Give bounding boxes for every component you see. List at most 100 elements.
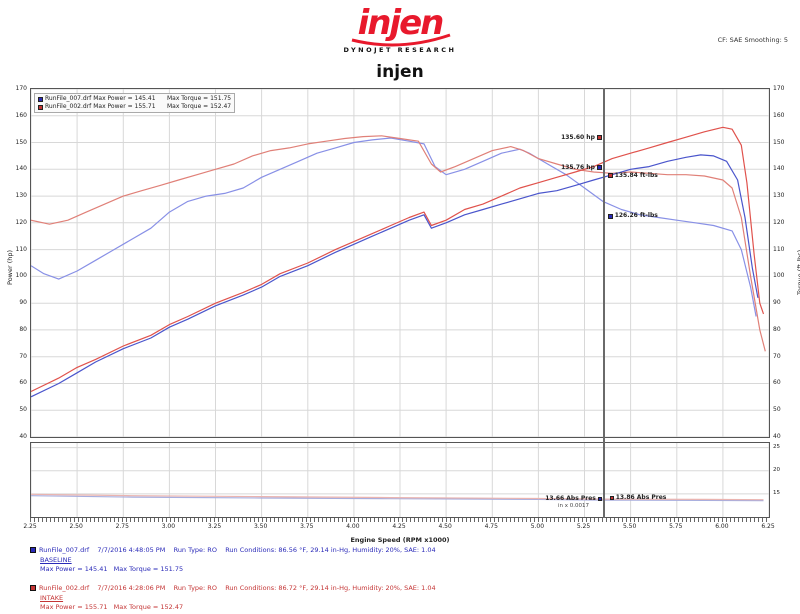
run-legend-baseline: RunFile_007.drf 7/7/2016 4:48:05 PM Run … [30, 546, 770, 575]
x-axis-tick: 3.50 [253, 523, 268, 530]
legend-file: RunFile_007.drf [45, 95, 92, 102]
bottom-panel-tick: 25 [773, 443, 780, 450]
smoothing-meta: CF: SAE Smoothing: 5 [717, 36, 788, 44]
y-axis-tick-right: 150 [773, 138, 785, 146]
marker-text: 135.60 hp [561, 133, 595, 141]
data-series-line [31, 493, 764, 501]
data-series-line [31, 154, 759, 398]
marker-square-icon [609, 496, 614, 501]
bottom-panel-tick: 20 [773, 466, 780, 473]
x-axis-tick: 3.00 [161, 523, 176, 530]
y-axis-tick-right: 80 [773, 325, 781, 333]
y-axis-tick-right: 50 [773, 406, 781, 414]
x-axis-tick: 4.00 [346, 523, 360, 530]
y-axis-tick-left: 100 [15, 272, 27, 280]
y-axis-tick-right: 130 [773, 192, 785, 200]
y-axis-tick-right: 140 [773, 165, 785, 173]
run-tag[interactable]: BASELINE [40, 555, 72, 564]
run-max-values: Max Power = 145.41 Max Torque = 151.75 [40, 565, 184, 573]
y-axis-tick-left: 120 [15, 218, 27, 226]
y-axis-tick-left: 80 [19, 325, 27, 333]
y-axis-tick-left: 110 [15, 245, 27, 253]
legend-max-power: Max Power = 155.71 [93, 103, 156, 110]
data-series-line [31, 495, 764, 502]
legend-file: RunFile_002.drf [45, 103, 92, 110]
injen-logo: injen DYNOJET RESEARCH [344, 3, 457, 54]
marker-square-icon [607, 213, 613, 219]
baseline-swatch-icon [38, 96, 43, 102]
y-axis-tick-right: 100 [773, 272, 785, 280]
y-axis-tick-left: 160 [15, 111, 27, 119]
y-axis-tick-left: 50 [19, 406, 27, 414]
gridlines [31, 89, 769, 437]
data-series-line [31, 135, 766, 352]
y-axis-tick-right: 90 [773, 299, 781, 307]
y-axis-tick-left: 90 [19, 299, 27, 307]
x-axis-tick: 4.50 [438, 523, 452, 530]
legend-max-torque: Max Torque = 152.47 [166, 103, 232, 110]
baseline-run-swatch-icon [30, 547, 36, 553]
cursor-value-label: 126.26 ft-lbs [607, 212, 658, 220]
run-max-values: Max Power = 155.71 Max Torque = 152.47 [40, 603, 184, 611]
plot-legend-box: RunFile_007.drf Max Power = 145.41 Max T… [34, 93, 236, 113]
y-axis-tick-left: 130 [15, 192, 27, 200]
x-minor-ticks [30, 518, 770, 522]
logo-swoosh [351, 33, 451, 47]
main-dyno-plot [30, 88, 770, 438]
x-axis-tick: 5.75 [669, 523, 683, 530]
marker-text: 13.66 Abs Pres [545, 495, 596, 503]
run-info-line: RunFile_007.drf 7/7/2016 4:48:05 PM Run … [30, 546, 770, 556]
marker-text: 135.84 ft-lbs [614, 171, 658, 179]
intake-run-swatch-icon [30, 585, 36, 591]
x-axis-tick: 6.00 [715, 523, 729, 530]
y-axis-tick-right: 60 [773, 379, 781, 387]
y-axis-tick-left: 70 [19, 352, 27, 360]
legend-max-torque: Max Torque = 151.75 [166, 95, 232, 102]
y-axis-tick-left: 140 [15, 165, 27, 173]
y-axis-tick-right: 70 [773, 352, 781, 360]
run-legend-intake: RunFile_002.drf 7/7/2016 4:28:06 PM Run … [30, 584, 770, 613]
y-axis-tick-left: 60 [19, 379, 27, 387]
x-axis-tick: 4.75 [484, 523, 498, 530]
abs-pres-value-label: 13.66 Abs Pres in x 0.0017 [545, 496, 602, 509]
marker-text: 13.86 Abs Pres [615, 494, 667, 502]
x-axis-tick: 2.25 [23, 523, 37, 530]
cursor-value-label: 135.76 hp [561, 163, 602, 172]
cursor-value-label: 135.84 ft-lbs [607, 171, 658, 180]
main-plot-canvas [31, 89, 769, 437]
marker-square-icon [596, 165, 602, 170]
y-axis-tick-right: 120 [773, 218, 785, 226]
y-axis-tick-left: 170 [15, 85, 27, 92]
y-axis-tick-right: 160 [773, 111, 785, 119]
x-axis-tick: 6.25 [761, 523, 775, 530]
logo-subtext: DYNOJET RESEARCH [344, 46, 457, 54]
x-axis-tick: 2.50 [69, 523, 83, 530]
y-axis-tick-left: 150 [15, 138, 27, 146]
marker-square-icon [597, 497, 602, 502]
y-axis-tick-right: 110 [773, 245, 785, 253]
injen-logo-text: injen [358, 3, 444, 43]
bottom-panel-tick: 15 [773, 489, 780, 496]
x-axis-tick: 5.50 [622, 523, 637, 530]
rpm-cursor-line[interactable] [602, 88, 605, 518]
page-title: injen [376, 62, 424, 82]
legend-max-power: Max Power = 145.41 [93, 95, 156, 102]
marker-text: 135.76 hp [561, 163, 595, 171]
data-series-line [31, 126, 765, 393]
left-axis-title: Power (hp) [6, 249, 14, 285]
legend-row-intake: RunFile_002.drf Max Power = 155.71 Max T… [38, 103, 231, 111]
intake-swatch-icon [38, 104, 43, 110]
x-axis-tick: 2.75 [115, 523, 129, 530]
marker-subtext: in x 0.0017 [557, 502, 589, 509]
x-axis-tick: 5.00 [530, 523, 545, 530]
bottom-plot-canvas [31, 443, 769, 517]
x-axis-title: Engine Speed (RPM x1000) [350, 536, 450, 544]
abs-pressure-panel [30, 442, 770, 518]
legend-row-baseline: RunFile_007.drf Max Power = 145.41 Max T… [38, 95, 231, 103]
marker-text: 126.26 ft-lbs [614, 212, 658, 220]
run-tag[interactable]: INTAKE [40, 593, 64, 602]
run-info-line: RunFile_002.drf 7/7/2016 4:28:06 PM Run … [30, 584, 770, 594]
marker-square-icon [607, 173, 613, 179]
marker-square-icon [596, 135, 602, 141]
